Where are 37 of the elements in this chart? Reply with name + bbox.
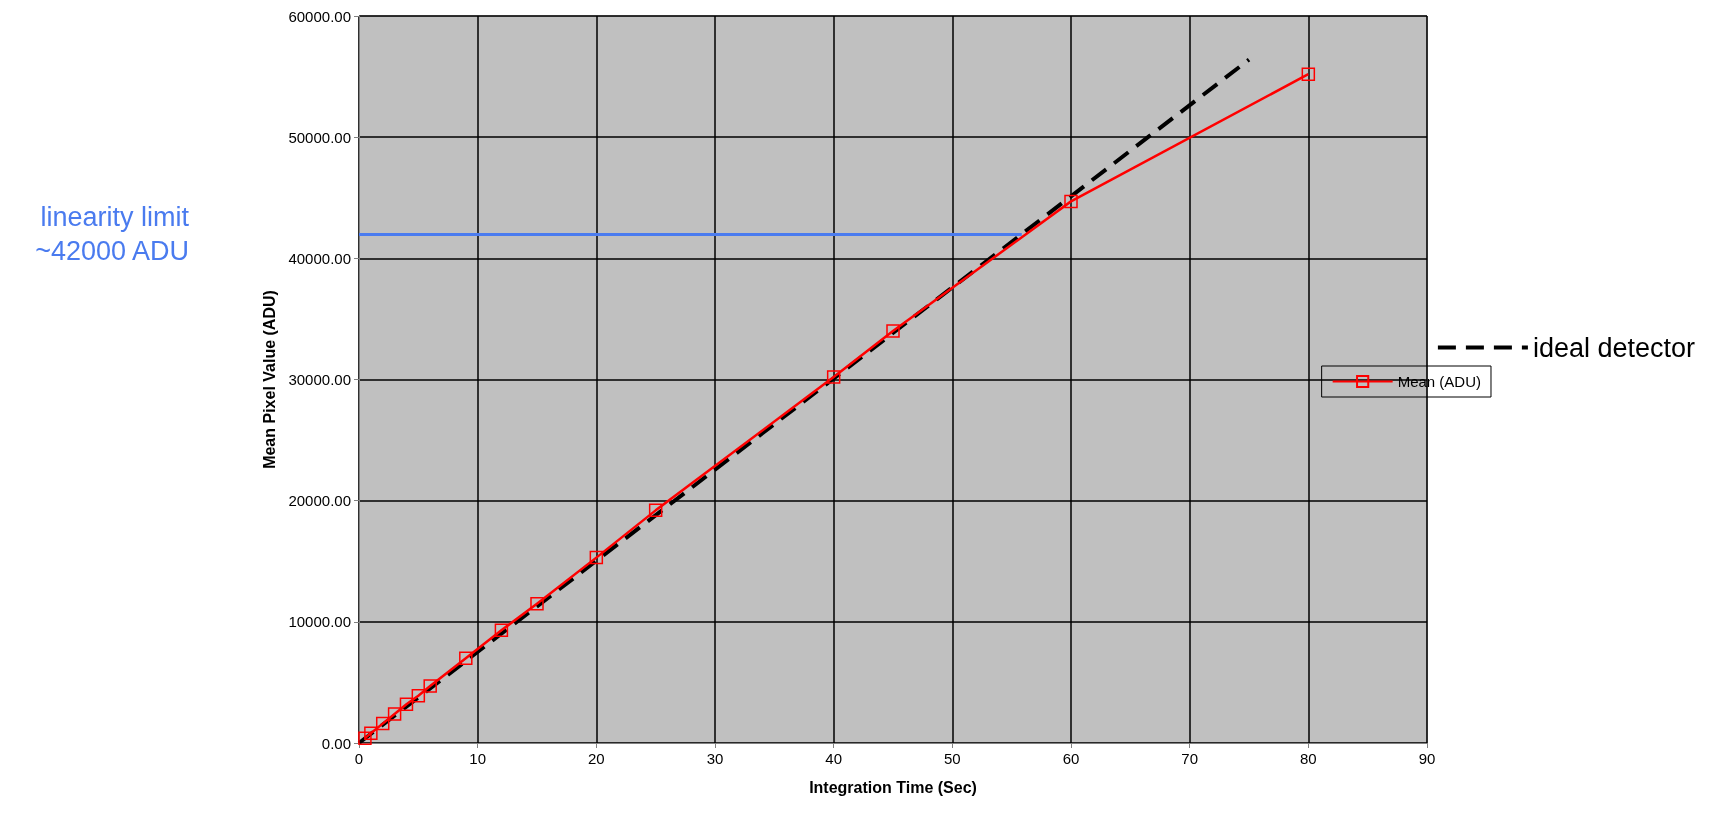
point <box>589 550 604 565</box>
point <box>886 324 900 338</box>
point <box>1301 67 1316 81</box>
x-tick-label: 60 <box>1062 750 1080 767</box>
point <box>494 623 509 638</box>
y-tick-label: 10000.00 <box>288 613 351 631</box>
x-axis-title: Integration Time (Sec) <box>809 778 977 796</box>
point <box>648 503 663 518</box>
y-tick-label: 0.00 <box>321 734 351 752</box>
point <box>826 370 841 384</box>
x-tick-label: 0 <box>354 750 364 767</box>
point <box>364 726 378 741</box>
x-tick-label: 80 <box>1299 750 1317 767</box>
point <box>358 731 372 745</box>
point <box>411 688 426 703</box>
y-tick-label: 20000.00 <box>288 492 351 510</box>
x-tick-label: 50 <box>943 750 961 767</box>
x-tick-label: 20 <box>587 750 605 767</box>
point <box>530 596 544 611</box>
x-tick-label: 30 <box>706 750 724 767</box>
ref-line-label: linearity limit ~42000 ADU <box>35 202 190 267</box>
point <box>399 697 414 711</box>
y-tick-label: 50000.00 <box>288 128 351 146</box>
point <box>423 679 437 693</box>
point <box>387 707 402 721</box>
x-tick-label: 90 <box>1418 750 1436 767</box>
y-tick-label: 30000.00 <box>288 371 351 388</box>
x-tick-label: 70 <box>1181 750 1199 767</box>
point <box>375 716 390 731</box>
point <box>459 651 473 665</box>
y-tick-label: 60000.00 <box>288 7 351 25</box>
legend-label: ideal detector <box>1532 332 1696 363</box>
point <box>1064 194 1078 209</box>
x-tick-label: 40 <box>825 750 843 767</box>
x-tick-label: 10 <box>469 750 487 767</box>
y-tick-label: 40000.00 <box>288 249 351 267</box>
y-axis-title: Mean Pixel Value (ADU) <box>261 290 279 469</box>
